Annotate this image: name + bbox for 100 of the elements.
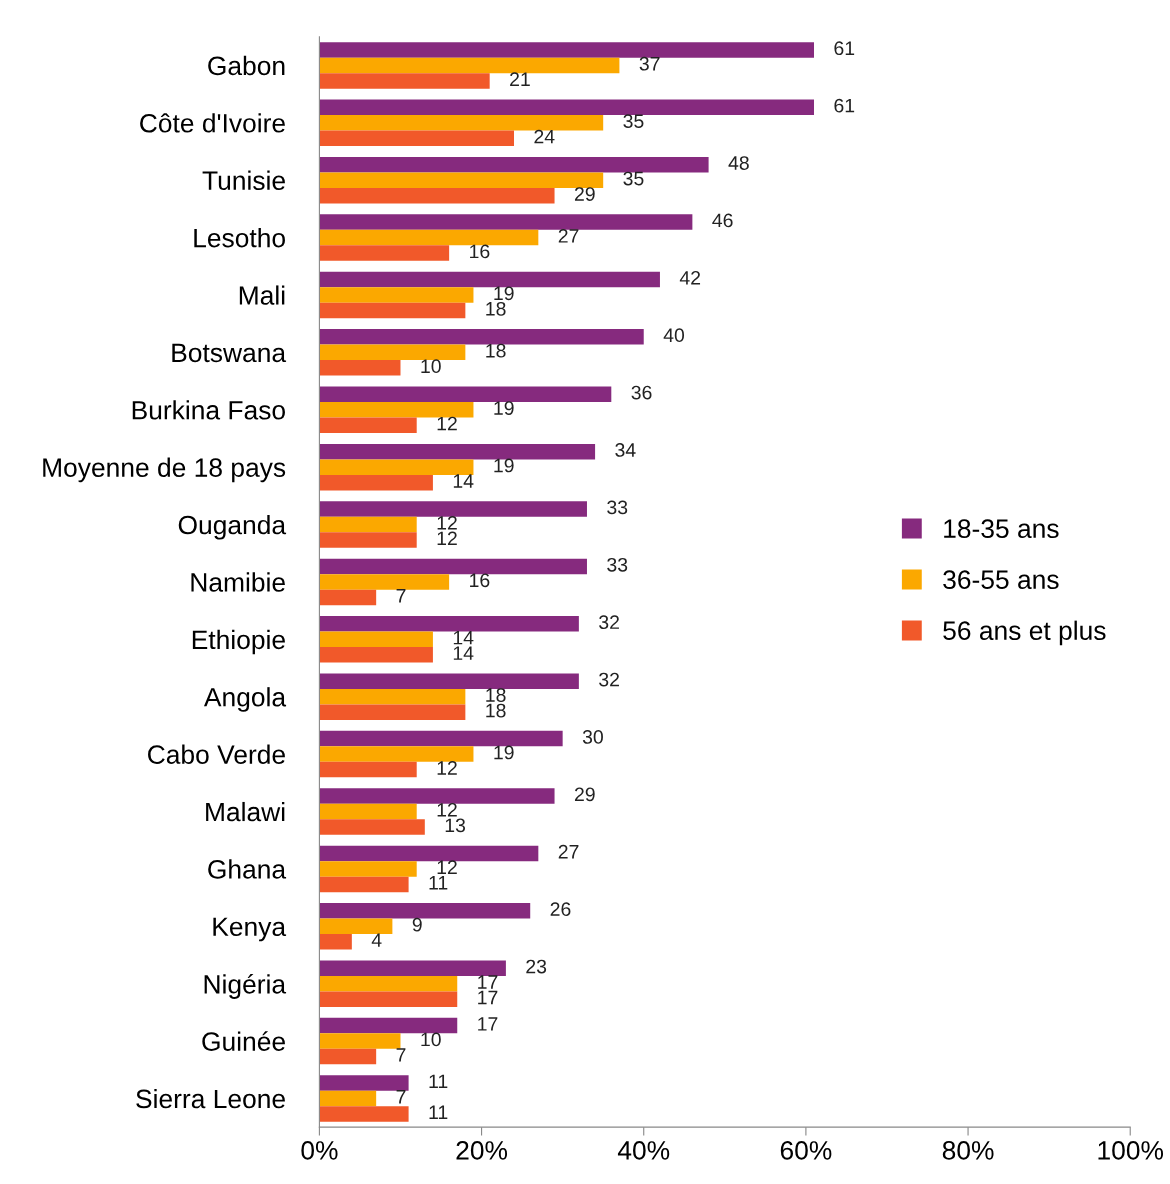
data-label: 19 [494,401,514,415]
data-label: 19 [494,286,514,301]
bar [319,903,531,919]
bar [319,130,514,147]
bar [319,861,417,877]
bar [319,474,433,491]
legend-label: 18-35 ans [944,519,1059,539]
data-label: 7 [396,1090,406,1104]
bar [319,761,417,778]
data-label: 40 [663,328,685,343]
bar [319,616,579,632]
x-tick-label: 100% [1098,1141,1164,1160]
data-label: 19 [494,745,514,760]
data-label: 29 [574,787,595,802]
data-label: 23 [526,959,547,974]
data-label: 17 [478,1017,498,1031]
data-label: 12 [437,515,457,530]
bar [319,845,539,862]
x-tick-label: 40% [617,1141,670,1160]
y-tick-label: Moyenne de 18 pays [43,457,286,483]
data-label: 36 [631,385,652,400]
bar [319,730,563,747]
data-label: 17 [478,975,498,989]
data-label: 32 [599,672,619,687]
data-label: 12 [437,531,457,546]
bar [319,501,587,517]
data-label: 46 [712,213,733,228]
bar [319,214,693,230]
bar [319,532,417,548]
bar [319,302,466,319]
data-label: 16 [470,573,490,588]
x-tick-label: 80% [942,1141,994,1160]
bar [319,991,458,1007]
bar [319,99,814,116]
data-label: 37 [639,56,660,71]
data-label: 12 [437,761,457,775]
data-label: 18 [486,703,506,718]
data-label: 42 [679,270,701,285]
y-tick-label: Ghana [208,859,287,879]
data-label: 26 [550,902,571,917]
data-label: 7 [396,589,406,603]
data-label: 11 [429,1074,448,1088]
bar [319,443,596,460]
data-label: 29 [574,187,595,201]
bar [319,115,604,131]
bar [319,156,709,173]
x-tick-label: 0% [301,1141,338,1160]
data-label: 10 [421,1032,441,1047]
data-label: 12 [437,860,457,874]
y-tick-label: Angola [203,687,287,712]
bar [319,631,433,648]
bar [319,172,604,188]
data-label: 10 [421,359,441,374]
bar [319,360,401,376]
bar [319,673,579,689]
data-label: 27 [558,844,579,859]
y-tick-label: Nigéria [204,973,287,999]
bar [319,42,814,58]
legend-label: 56 ans et plus [943,620,1106,646]
data-label: 4 [371,933,382,947]
bar [319,187,555,204]
x-tick-label: 20% [456,1141,508,1160]
data-label: 16 [470,244,490,259]
bar [319,402,474,418]
legend-label: 36-55 ans [943,570,1059,590]
bar [319,746,474,762]
bar [319,271,660,288]
data-label: 14 [453,630,474,645]
y-tick-label: Mali [239,285,285,305]
bar [319,788,555,804]
data-label: 14 [453,474,474,488]
data-label: 27 [558,229,579,243]
data-label: 33 [607,557,628,572]
bar [319,975,458,992]
y-tick-label: Côte d'Ivoire [140,113,285,133]
bar [319,1090,377,1107]
data-label: 11 [429,876,448,890]
bar [319,73,490,89]
data-label: 7 [396,1048,406,1062]
bar [319,558,587,575]
data-label: 30 [582,730,603,744]
bar [319,245,450,261]
bar [319,516,417,533]
y-tick-label: Gabon [208,55,285,76]
y-tick-label: Ouganda [178,514,287,540]
y-tick-label: Lesotho [194,228,285,248]
data-label: 24 [534,129,555,144]
bar [319,960,506,976]
data-label: 13 [445,818,466,833]
data-label: 61 [834,98,855,113]
y-tick-label: Namibie [191,572,285,592]
data-label: 33 [607,500,628,515]
bar [319,1048,377,1065]
y-tick-label: Malawi [206,801,285,822]
bar [319,344,466,361]
data-label: 12 [437,802,457,817]
y-tick-label: Ethiopie [192,629,285,655]
bar [319,417,417,433]
y-tick-label: Tunisie [202,170,285,191]
data-label: 61 [834,41,855,56]
